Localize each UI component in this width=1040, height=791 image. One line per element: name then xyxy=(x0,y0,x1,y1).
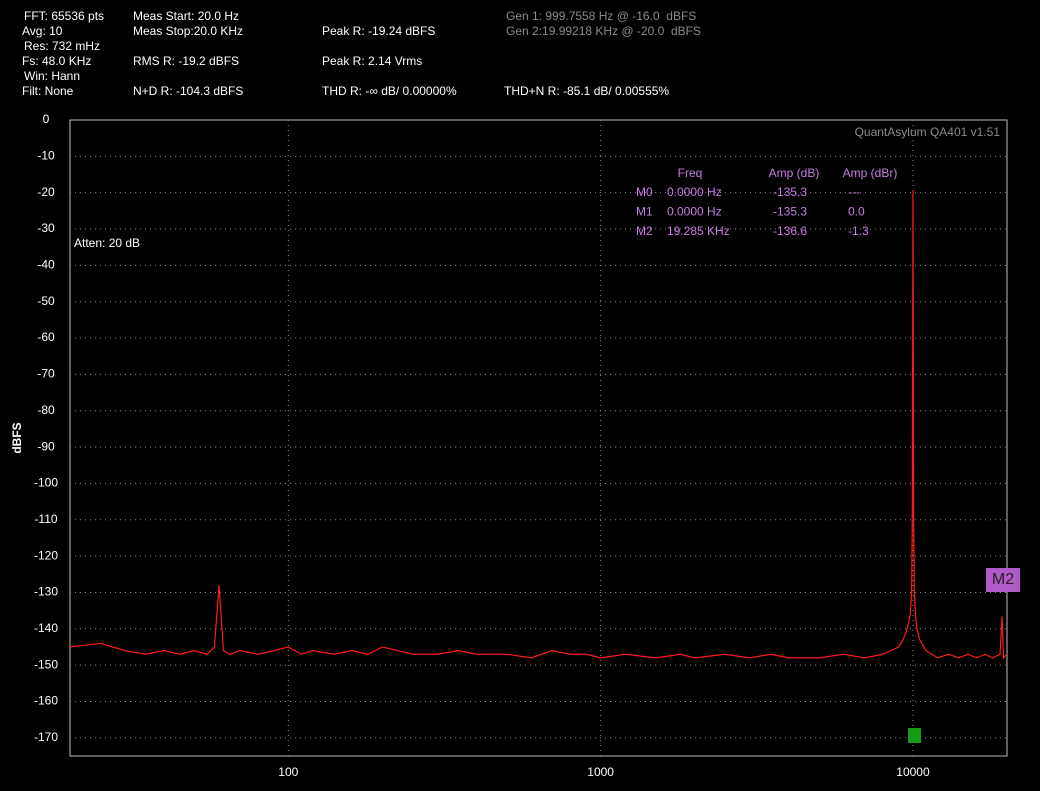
annotation: Atten: 20 dB xyxy=(74,236,140,250)
marker-table-cell: 19.285 KHz xyxy=(667,224,730,238)
marker-table-cell: -1.3 xyxy=(848,224,869,238)
watermark: QuantAsylum QA401 v1.51 xyxy=(855,125,1001,139)
header-stat: N+D R: -104.3 dBFS xyxy=(133,84,243,98)
y-tick-label: -90 xyxy=(37,439,55,453)
generator-stat: Gen 1: 999.7558 Hz @ -16.0 dBFS xyxy=(506,9,696,23)
header-stat: Avg: 10 xyxy=(22,24,63,38)
x-tick-label: 1000 xyxy=(587,765,614,779)
y-tick-label: -150 xyxy=(34,657,58,671)
marker-table-cell: M1 xyxy=(636,205,653,219)
header-stat: Meas Start: 20.0 Hz xyxy=(133,9,239,23)
y-tick-label: -140 xyxy=(34,621,58,635)
y-tick-label: -50 xyxy=(37,294,55,308)
header-stat: THD R: -∞ dB/ 0.00000% xyxy=(322,84,457,98)
marker-label-box xyxy=(986,568,1020,592)
marker-table-header: Amp (dBr) xyxy=(843,166,898,180)
y-tick-label: -130 xyxy=(34,585,58,599)
y-tick-label: -10 xyxy=(37,149,55,163)
plot-frame xyxy=(69,119,1008,757)
marker-table-cell: --- xyxy=(848,185,860,199)
grid: 0 -10 -20 -30 -40 -50 -60 -70 -80 -90 -100 -110 -120… xyxy=(34,112,1007,779)
marker-table-cell: M0 xyxy=(636,185,653,199)
y-tick-label: -160 xyxy=(34,694,58,708)
y-tick-label: -30 xyxy=(37,221,55,235)
trace-layer xyxy=(69,189,1008,660)
marker-label: M2 xyxy=(992,571,1014,588)
spectrum-trace xyxy=(69,189,1008,660)
header-stat: Meas Stop:20.0 KHz xyxy=(133,24,243,38)
marker-table-cell: -135.3 xyxy=(773,205,807,219)
header-stat: THD+N R: -85.1 dB/ 0.00555% xyxy=(504,84,669,98)
header-stat: RMS R: -19.2 dBFS xyxy=(133,54,239,68)
fft-marker-box xyxy=(908,728,921,743)
header-stat: Win: Hann xyxy=(24,69,80,83)
y-tick-label: -40 xyxy=(37,258,55,272)
y-tick-label: 0 xyxy=(43,112,50,126)
y-axis-label: dBFS xyxy=(10,422,24,453)
marker-table-cell: 0.0000 Hz xyxy=(667,185,722,199)
marker-table-header: Freq xyxy=(678,166,703,180)
y-tick-label: -170 xyxy=(34,730,58,744)
y-tick-label: -110 xyxy=(34,512,57,526)
marker-table-cell: M2 xyxy=(636,224,653,238)
fft-marker: F xyxy=(911,731,917,742)
x-tick-label: 100 xyxy=(278,765,298,779)
header-stat: Peak R: 2.14 Vrms xyxy=(322,54,422,68)
marker-table-header: Amp (dB) xyxy=(769,166,820,180)
x-tick-label: 10000 xyxy=(896,765,930,779)
y-tick-label: -20 xyxy=(37,185,55,199)
generator-stat: Gen 2:19.99218 KHz @ -20.0 dBFS xyxy=(506,24,701,38)
y-tick-label: -120 xyxy=(34,548,58,562)
marker-table-cell: 0.0000 Hz xyxy=(667,205,722,219)
marker-table: M0 0.0000 Hz -135.3 --- M1 0.0000 Hz -135.3 0.0… xyxy=(636,185,869,238)
header-stat: FFT: 65536 pts xyxy=(24,9,104,23)
header-stat: Fs: 48.0 KHz xyxy=(22,54,91,68)
marker-table-cell: 0.0 xyxy=(848,205,865,219)
y-tick-label: -100 xyxy=(34,476,58,490)
marker-table-cell: -135.3 xyxy=(773,185,807,199)
y-tick-label: -70 xyxy=(37,367,55,381)
header-stat: Res: 732 mHz xyxy=(24,39,100,53)
y-tick-label: -80 xyxy=(37,403,55,417)
header-stat: Filt: None xyxy=(22,84,74,98)
marker-table-cell: -136.6 xyxy=(773,224,807,238)
y-tick-label: -60 xyxy=(37,330,55,344)
header-stat: Peak R: -19.24 dBFS xyxy=(322,24,435,38)
